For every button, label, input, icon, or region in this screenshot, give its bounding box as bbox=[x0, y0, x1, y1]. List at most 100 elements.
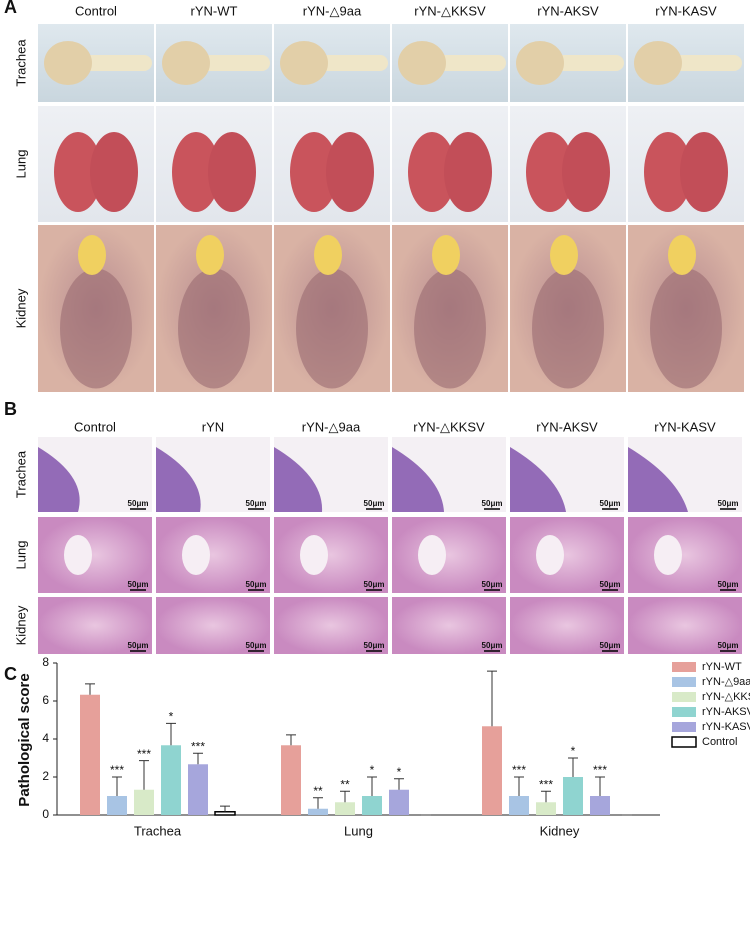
scale-bar-label: 50μm bbox=[128, 641, 149, 650]
significance: *** bbox=[191, 739, 205, 753]
lung-left bbox=[526, 132, 574, 212]
legend-label: rYN-WT bbox=[702, 661, 742, 673]
bar bbox=[335, 802, 355, 815]
epithelium bbox=[38, 447, 80, 512]
row-label: Kidney bbox=[13, 288, 28, 328]
legend-swatch bbox=[672, 722, 696, 732]
error-bar bbox=[112, 776, 122, 796]
scale-bar-label: 50μm bbox=[482, 580, 503, 589]
bar bbox=[161, 745, 181, 815]
error-bar bbox=[166, 722, 176, 746]
y-tick-label: 8 bbox=[42, 655, 49, 669]
bar bbox=[482, 726, 502, 815]
airspace bbox=[654, 535, 682, 575]
scale-bar-label: 50μm bbox=[600, 641, 621, 650]
error-bar bbox=[595, 776, 605, 796]
gland bbox=[196, 235, 224, 275]
legend-swatch bbox=[672, 677, 696, 687]
micrograph bbox=[628, 517, 742, 593]
micrograph bbox=[38, 517, 152, 593]
bar bbox=[509, 796, 529, 815]
lung-right bbox=[326, 132, 374, 212]
significance: ** bbox=[340, 777, 350, 791]
panel-label: A bbox=[4, 0, 17, 17]
bar bbox=[134, 789, 154, 815]
lung-right bbox=[208, 132, 256, 212]
row-label: Lung bbox=[13, 150, 28, 179]
epithelium bbox=[156, 447, 201, 512]
significance: *** bbox=[137, 747, 151, 761]
error-bar bbox=[394, 778, 404, 790]
micrograph bbox=[156, 597, 270, 654]
significance: * bbox=[571, 744, 576, 758]
significance: * bbox=[169, 710, 174, 724]
column-header: rYN-KASV bbox=[655, 3, 717, 18]
larynx bbox=[44, 41, 92, 85]
error-bar bbox=[541, 790, 551, 803]
kidney bbox=[414, 268, 486, 389]
bar bbox=[214, 811, 236, 816]
column-header: Control bbox=[75, 3, 117, 18]
row-label: Kidney bbox=[13, 605, 28, 645]
error-bar bbox=[487, 670, 497, 727]
lung-left bbox=[290, 132, 338, 212]
scale-bar-label: 50μm bbox=[364, 499, 385, 508]
lung-right bbox=[90, 132, 138, 212]
lung-left bbox=[172, 132, 220, 212]
significance: * bbox=[370, 763, 375, 777]
micrograph bbox=[628, 597, 742, 654]
y-tick-label: 6 bbox=[42, 693, 49, 707]
legend-swatch bbox=[672, 662, 696, 672]
bar bbox=[308, 808, 328, 815]
airspace bbox=[300, 535, 328, 575]
kidney bbox=[650, 268, 722, 389]
x-tick-label: Lung bbox=[344, 823, 373, 838]
scale-bar-label: 50μm bbox=[364, 580, 385, 589]
kidney bbox=[532, 268, 604, 389]
legend-swatch bbox=[672, 707, 696, 717]
bar bbox=[536, 802, 556, 815]
error-bar bbox=[340, 790, 350, 803]
panel-label: B bbox=[4, 399, 17, 419]
scale-bar-label: 50μm bbox=[246, 499, 267, 508]
error-bar bbox=[193, 752, 203, 765]
significance: *** bbox=[593, 763, 607, 777]
significance: ** bbox=[313, 784, 323, 798]
column-header: rYN-△KKSV bbox=[413, 419, 485, 434]
kidney bbox=[178, 268, 250, 389]
scale-bar-label: 50μm bbox=[482, 641, 503, 650]
x-tick-label: Trachea bbox=[134, 823, 182, 838]
legend-label: rYN-△9aa bbox=[702, 676, 750, 688]
legend-label: rYN-AKSV bbox=[702, 706, 750, 718]
panel-label: C bbox=[4, 664, 17, 684]
error-bar bbox=[367, 776, 377, 796]
scale-bar-label: 50μm bbox=[246, 641, 267, 650]
column-header: rYN-AKSV bbox=[536, 419, 598, 434]
column-header: rYN-KASV bbox=[654, 419, 716, 434]
y-tick-label: 2 bbox=[42, 769, 49, 783]
kidney bbox=[60, 268, 132, 389]
micrograph bbox=[392, 597, 506, 654]
airspace bbox=[182, 535, 210, 575]
legend-swatch bbox=[671, 736, 697, 748]
scale-bar-label: 50μm bbox=[600, 499, 621, 508]
epithelium bbox=[274, 447, 323, 512]
scale-bar-label: 50μm bbox=[128, 580, 149, 589]
column-header: rYN-AKSV bbox=[537, 3, 599, 18]
epithelium bbox=[628, 447, 688, 512]
larynx bbox=[516, 41, 564, 85]
gland bbox=[314, 235, 342, 275]
larynx bbox=[162, 41, 210, 85]
column-header: rYN-△9aa bbox=[302, 419, 361, 434]
lung-right bbox=[444, 132, 492, 212]
micrograph bbox=[38, 597, 152, 654]
bar bbox=[362, 796, 382, 815]
micrograph bbox=[510, 517, 624, 593]
legend-label: Control bbox=[702, 736, 737, 748]
row-label: Trachea bbox=[13, 39, 28, 87]
airspace bbox=[536, 535, 564, 575]
x-tick-label: Kidney bbox=[540, 823, 580, 838]
gland bbox=[78, 235, 106, 275]
significance: *** bbox=[110, 763, 124, 777]
